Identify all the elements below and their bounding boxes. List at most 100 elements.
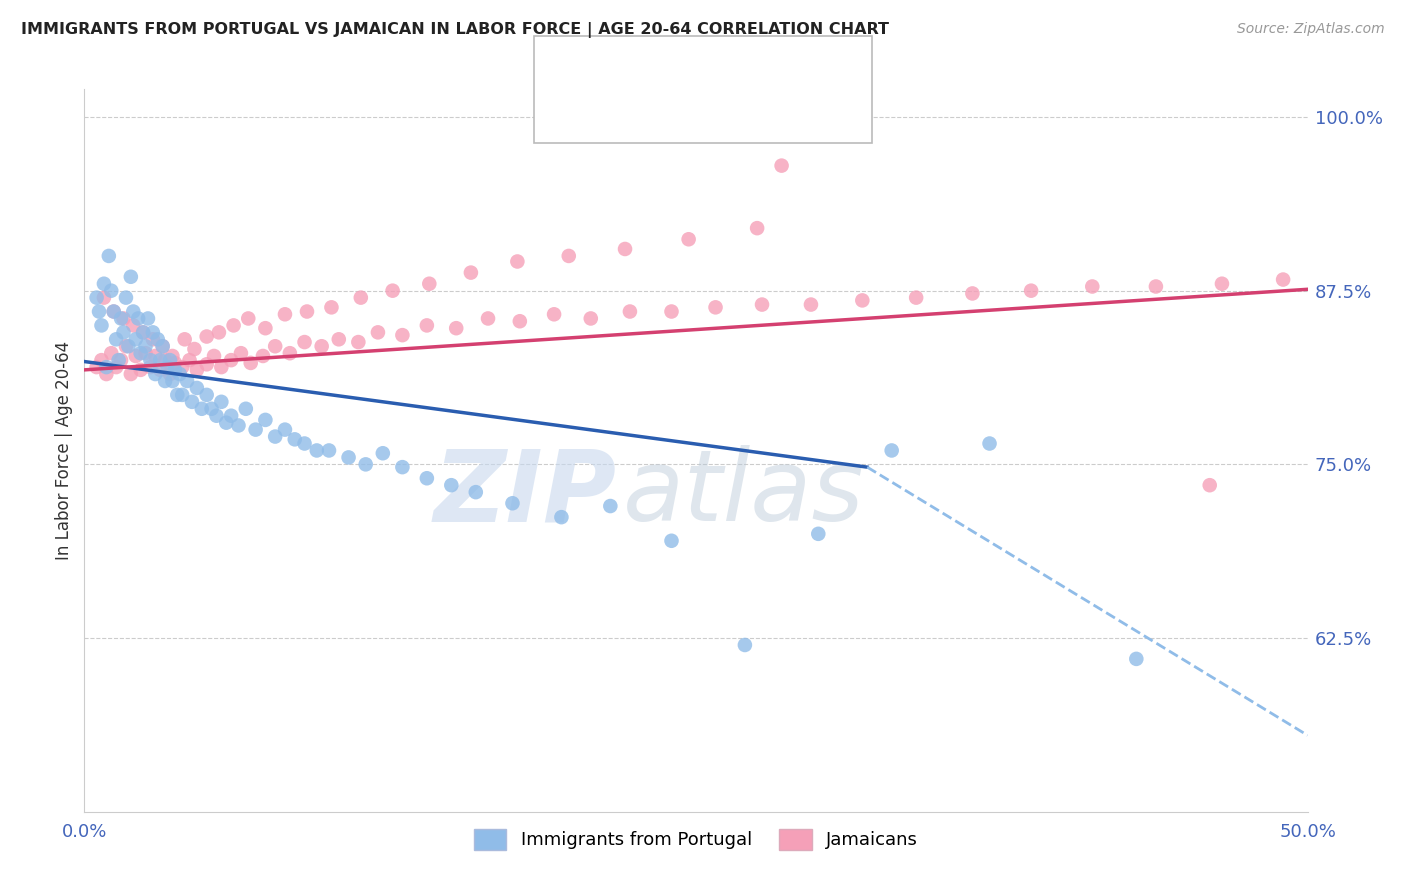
Point [87,304,110,318]
Point [274,307,297,321]
Point [1125,652,1147,666]
Point [112,326,135,340]
Point [416,471,439,485]
Point [162,374,184,388]
Point [195,357,218,371]
Text: Source: ZipAtlas.com: Source: ZipAtlas.com [1237,22,1385,37]
Point [228,418,250,433]
Point [122,318,145,333]
Point [543,307,565,321]
Point [264,429,287,443]
Text: 83: 83 [790,106,814,124]
Point [159,367,181,381]
Point [136,311,159,326]
Point [105,360,128,375]
Point [173,332,195,346]
Point [254,413,277,427]
Point [191,401,214,416]
Point [238,311,260,326]
Point [558,249,581,263]
Point [115,339,138,353]
Point [509,314,531,328]
Point [294,335,316,350]
Point [143,349,166,363]
Point [153,353,176,368]
Point [391,460,413,475]
Text: R =: R = [605,106,647,124]
Point [139,360,162,375]
Point [117,339,139,353]
Point [139,353,162,368]
Point [851,293,873,308]
Point [179,353,201,368]
Point [284,433,307,447]
Point [100,346,122,360]
Point [661,304,683,318]
Point [245,423,267,437]
Point [107,353,129,368]
Point [159,353,181,368]
Point [129,363,152,377]
Point [506,254,529,268]
Point [800,297,823,311]
Text: atlas: atlas [623,445,865,542]
Point [229,346,252,360]
Point [122,304,145,318]
Point [103,304,125,318]
Point [337,450,360,465]
Text: ZIP: ZIP [433,445,616,542]
Point [103,304,125,318]
Point [100,284,122,298]
Point [1272,272,1295,286]
Point [905,291,928,305]
Point [239,356,262,370]
Point [149,363,172,377]
Point [770,159,793,173]
Point [1198,478,1220,492]
Point [120,269,142,284]
Point [278,346,301,360]
Point [614,242,637,256]
Point [460,266,482,280]
Point [274,423,297,437]
Point [181,394,204,409]
Point [979,436,1001,450]
Point [129,346,152,360]
Point [195,388,218,402]
Point [550,510,572,524]
Point [125,349,148,363]
Point [381,284,404,298]
Point [599,499,621,513]
Point [205,409,228,423]
Point [90,353,112,368]
Point [747,221,769,235]
Text: N =: N = [744,106,780,124]
Text: R =: R = [605,54,641,72]
Point [172,360,194,375]
Point [367,326,389,340]
Point [254,321,277,335]
Point [163,356,186,370]
Point [149,353,172,368]
Point [142,326,165,340]
Point [1081,279,1104,293]
Point [172,388,194,402]
Point [619,304,641,318]
Point [440,478,463,492]
Point [219,409,242,423]
Point [202,349,225,363]
Point [734,638,756,652]
Point [502,496,524,510]
Point [110,353,132,368]
Point [186,363,208,377]
Legend: Immigrants from Portugal, Jamaicans: Immigrants from Portugal, Jamaicans [467,822,925,857]
Point [209,360,232,375]
Point [176,374,198,388]
Point [96,367,118,381]
Point [127,311,149,326]
Point [222,318,245,333]
Point [146,332,169,346]
Point [235,401,257,416]
Point [418,277,440,291]
Y-axis label: In Labor Force | Age 20-64: In Labor Force | Age 20-64 [55,341,73,560]
